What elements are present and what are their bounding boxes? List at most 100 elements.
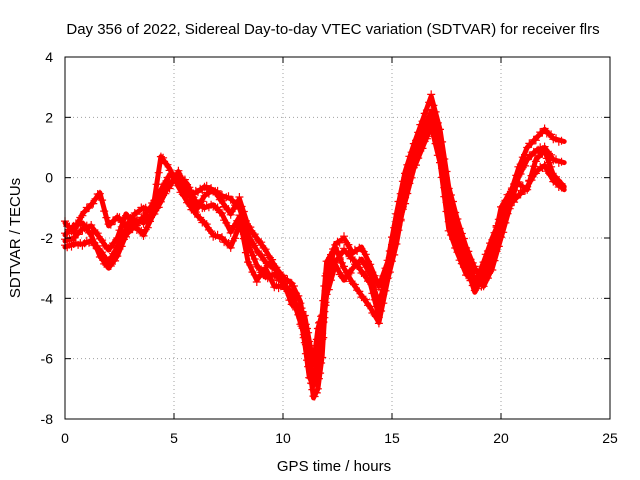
data-point-marker [67,226,76,234]
data-point-marker [344,249,353,258]
data-point-marker [156,197,165,206]
data-point-marker [306,358,315,367]
data-point-marker [324,256,333,265]
data-point-marker [398,205,407,214]
y-tick-label: 0 [45,170,53,186]
data-point-marker [501,196,510,205]
data-point-marker [322,290,331,299]
data-point-marker [312,367,321,376]
data-point-marker [531,136,540,145]
data-point-marker [366,269,375,278]
data-point-marker [523,155,532,164]
data-point-marker [235,193,244,201]
data-point-marker [207,227,216,236]
data-point-marker [494,242,503,251]
data-point-marker [324,285,333,294]
data-point-marker [388,248,396,257]
data-point-marker [346,269,355,277]
data-point-marker [292,305,301,314]
data-point-marker [143,208,152,217]
data-point-marker [161,189,170,198]
data-point-marker [545,158,553,167]
data-point-marker [185,199,194,208]
data-point-marker [540,145,549,154]
data-point-marker [106,220,115,229]
data-point-marker [479,282,488,291]
data-point-marker [163,160,172,169]
data-point-marker [165,181,174,190]
data-point-marker [137,226,146,235]
data-point-marker [342,274,351,283]
data-point-marker [385,259,394,267]
data-point-marker [403,189,412,198]
y-tick-label: -2 [41,230,54,246]
data-point-marker [427,111,436,120]
data-point-marker [425,98,434,107]
data-point-marker [372,312,381,321]
data-point-marker [479,258,488,267]
data-point-marker [427,90,436,99]
data-point-marker [329,266,338,275]
data-point-marker [224,239,233,247]
data-point-marker [298,324,307,333]
data-point-marker [117,242,126,251]
data-point-marker [87,221,96,229]
data-point-marker [150,210,159,218]
data-point-marker [488,266,497,274]
data-point-marker [304,347,313,356]
data-point-marker [344,240,353,249]
data-point-marker [250,255,259,263]
data-point-marker [477,265,486,274]
data-point-marker [557,183,566,192]
data-point-marker [191,208,200,217]
y-tick-label: -6 [41,351,54,367]
data-point-marker [185,183,194,192]
data-point-marker [250,270,259,279]
data-point-marker [355,287,364,296]
data-point-marker [327,250,335,259]
data-point-marker [98,254,107,263]
data-point-marker [348,264,357,273]
data-point-marker [159,153,168,162]
series-markers-track-d [61,120,566,380]
data-point-marker [235,202,244,210]
data-point-marker [252,278,261,286]
data-point-marker [122,232,130,241]
data-point-marker [289,282,298,290]
data-point-marker [368,279,377,288]
data-point-marker [516,170,525,178]
data-point-marker [499,228,508,237]
data-point-marker [429,132,438,141]
data-point-marker [319,318,328,327]
data-point-marker [477,276,486,285]
data-point-marker [557,157,566,166]
data-point-marker [297,322,306,331]
data-point-marker [552,178,560,186]
data-point-marker [429,101,438,110]
data-point-marker [126,214,135,223]
data-point-marker [235,211,244,220]
data-point-marker [239,234,248,243]
data-point-marker [547,171,556,180]
data-point-marker [313,384,322,393]
data-point-marker [422,134,431,143]
plot-series [61,90,567,401]
data-point-marker [514,177,523,186]
data-point-marker [431,139,440,148]
data-point-marker [361,250,370,259]
data-point-marker [516,190,525,199]
data-point-marker [534,132,543,141]
data-point-marker [521,150,529,159]
data-point-marker [538,128,547,137]
data-point-marker [540,160,549,169]
data-point-marker [318,329,327,338]
data-point-marker [527,176,536,185]
data-point-marker [233,216,242,225]
data-point-marker [111,238,120,247]
data-point-marker [299,330,308,339]
data-point-marker [313,363,322,372]
data-point-marker [135,217,144,226]
data-point-marker [231,222,239,231]
data-point-marker [497,233,505,242]
axis-ticks [64,56,611,420]
